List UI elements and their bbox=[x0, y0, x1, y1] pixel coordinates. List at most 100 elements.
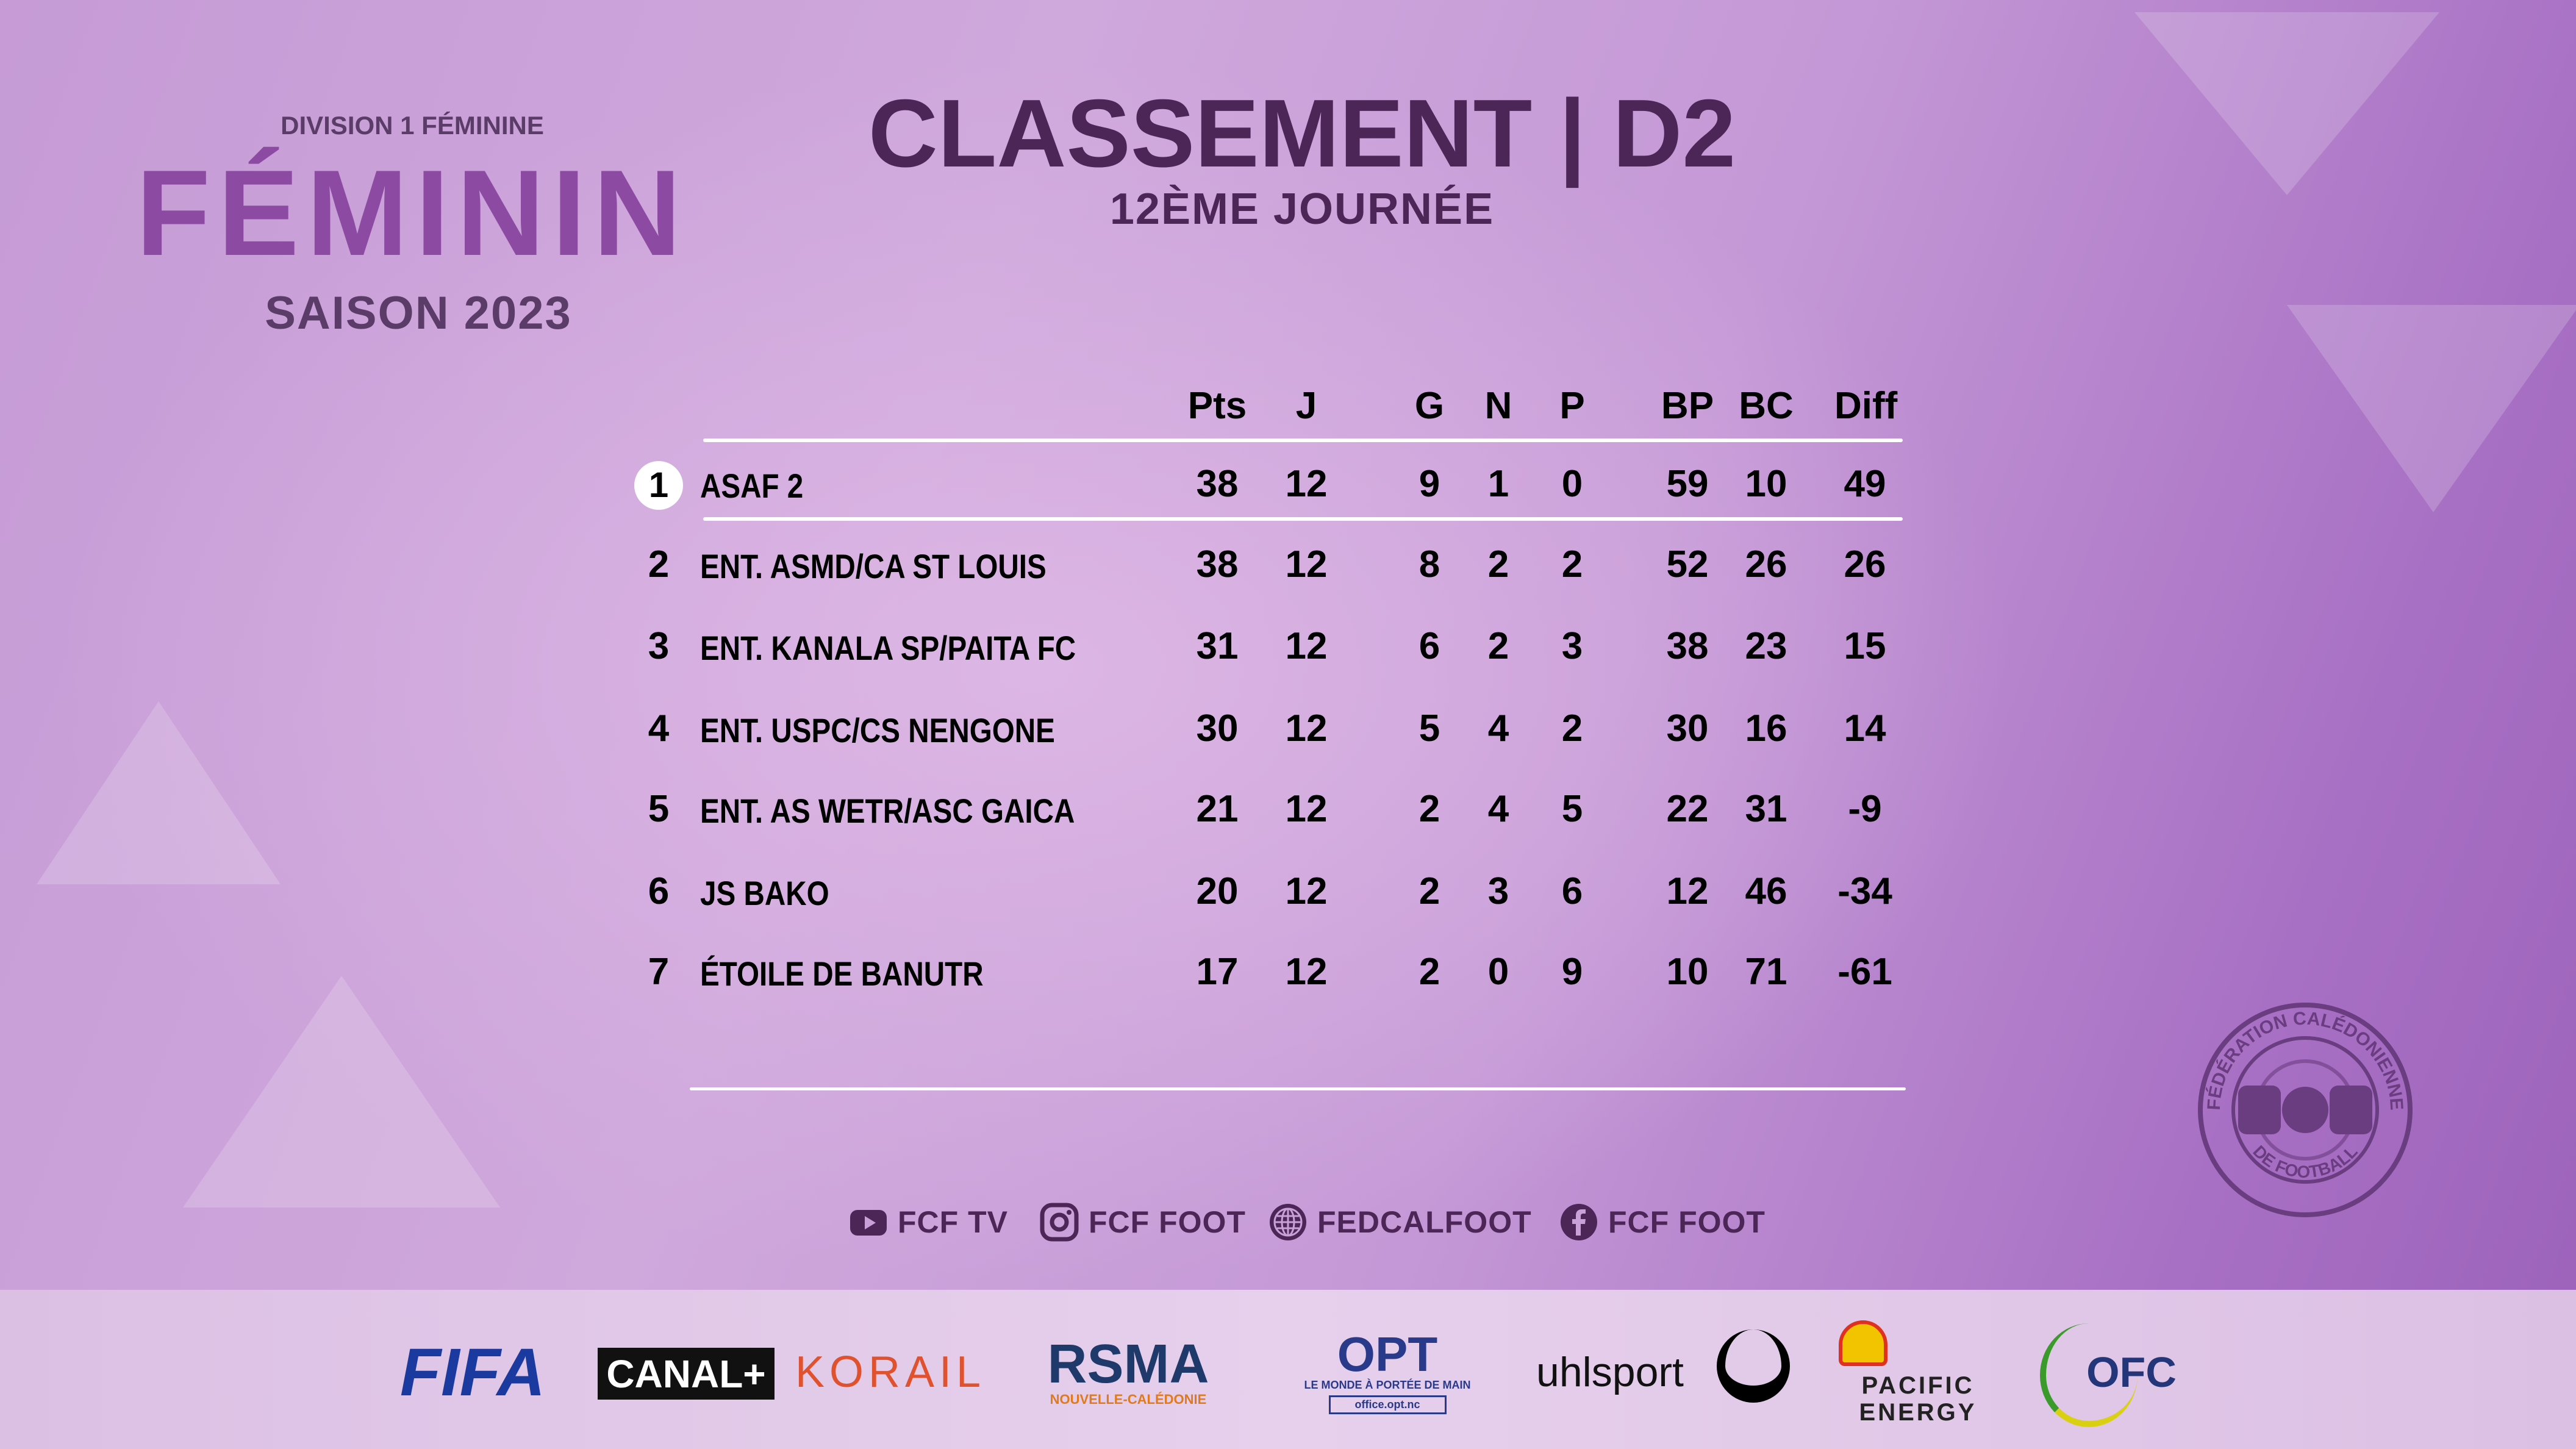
cell-bp: 38 bbox=[1666, 625, 1709, 667]
cell-bp: 10 bbox=[1666, 951, 1709, 993]
cell-n: 4 bbox=[1487, 788, 1509, 830]
cell-g: 5 bbox=[1419, 707, 1440, 750]
rank-number: 4 bbox=[648, 707, 670, 750]
team-name: ENT. ASMD/CA ST LOUIS bbox=[700, 547, 1046, 585]
social-label: FCF FOOT bbox=[1089, 1205, 1246, 1239]
cell-pts: 38 bbox=[1196, 543, 1239, 585]
sponsor-canalplus: CANAL+ bbox=[598, 1348, 775, 1400]
globe-icon bbox=[1270, 1204, 1306, 1240]
column-header-pts: Pts bbox=[1187, 385, 1247, 427]
column-header-g: G bbox=[1414, 385, 1445, 427]
svg-text:DE FOOTBALL: DE FOOTBALL bbox=[2249, 1142, 2361, 1181]
cell-p: 6 bbox=[1561, 870, 1583, 912]
social-website[interactable]: FEDCALFOOT bbox=[1268, 1203, 1532, 1242]
category-title: FÉMININ bbox=[135, 145, 689, 281]
rank-number: 6 bbox=[648, 870, 670, 912]
sponsor-pacific-energy: PACIFIC ENERGY bbox=[1859, 1372, 1977, 1426]
cell-bc: 46 bbox=[1745, 870, 1787, 912]
cell-g: 2 bbox=[1419, 788, 1440, 830]
team-name: ASAF 2 bbox=[700, 467, 804, 505]
rank-number: 5 bbox=[648, 788, 670, 830]
youtube-icon bbox=[850, 1210, 887, 1236]
cell-pts: 20 bbox=[1196, 870, 1239, 912]
table-bottom-divider bbox=[690, 1087, 1906, 1090]
cell-g: 6 bbox=[1419, 625, 1440, 667]
cell-p: 5 bbox=[1561, 788, 1583, 830]
cell-j: 12 bbox=[1285, 707, 1328, 750]
social-label: FCF TV bbox=[898, 1205, 1008, 1239]
row-divider bbox=[703, 517, 1903, 521]
column-header-p: P bbox=[1559, 385, 1585, 427]
uhlsport-logo-icon bbox=[1717, 1329, 1790, 1403]
division-label: DIVISION 1 FÉMININE bbox=[281, 111, 544, 140]
cell-j: 12 bbox=[1285, 951, 1328, 993]
cell-bc: 10 bbox=[1745, 463, 1787, 505]
team-name: ENT. USPC/CS NENGONE bbox=[700, 711, 1055, 750]
cell-p: 2 bbox=[1561, 543, 1583, 585]
cell-j: 12 bbox=[1285, 543, 1328, 585]
rank-number: 1 bbox=[634, 461, 683, 510]
cell-bp: 52 bbox=[1666, 543, 1709, 585]
matchday-label: 12ÈME JOURNÉE bbox=[1109, 185, 1495, 234]
sponsor-rsma-name: RSMA bbox=[1047, 1334, 1209, 1395]
cell-bp: 22 bbox=[1666, 788, 1709, 830]
cell-diff: 26 bbox=[1844, 543, 1886, 585]
cell-g: 9 bbox=[1419, 463, 1440, 505]
cell-n: 0 bbox=[1487, 951, 1509, 993]
cell-pts: 38 bbox=[1196, 463, 1239, 505]
team-name: ENT. AS WETR/ASC GAICA bbox=[700, 792, 1075, 830]
cell-pts: 30 bbox=[1196, 707, 1239, 750]
cell-j: 12 bbox=[1285, 463, 1328, 505]
cell-j: 12 bbox=[1285, 625, 1328, 667]
decor-triangle bbox=[2134, 12, 2439, 195]
social-instagram[interactable]: FCF FOOT bbox=[1040, 1203, 1246, 1242]
cell-n: 2 bbox=[1487, 625, 1509, 667]
cell-bp: 30 bbox=[1666, 707, 1709, 750]
social-youtube[interactable]: FCF TV bbox=[849, 1203, 1008, 1242]
header-divider bbox=[703, 438, 1903, 442]
sponsor-ofc: OFC bbox=[2086, 1348, 2177, 1396]
social-label: FCF FOOT bbox=[1608, 1205, 1766, 1239]
sponsor-rsma-sub: NOUVELLE-CALÉDONIE bbox=[1050, 1392, 1207, 1407]
cell-pts: 31 bbox=[1196, 625, 1239, 667]
sponsor-opt: OPT LE MONDE À PORTÉE DE MAIN office.opt… bbox=[1293, 1317, 1482, 1427]
sponsor-korail: KORAIL bbox=[795, 1348, 986, 1397]
cell-diff: 15 bbox=[1844, 625, 1886, 667]
cell-bc: 26 bbox=[1745, 543, 1787, 585]
sponsor-opt-name: OPT bbox=[1337, 1327, 1438, 1381]
cell-bc: 31 bbox=[1745, 788, 1787, 830]
social-facebook[interactable]: FCF FOOT bbox=[1559, 1203, 1766, 1242]
team-name: ÉTOILE DE BANUTR bbox=[700, 954, 984, 993]
rank-number: 7 bbox=[648, 951, 670, 993]
cell-pts: 17 bbox=[1196, 951, 1239, 993]
cell-diff: -61 bbox=[1837, 951, 1892, 993]
cell-diff: 14 bbox=[1844, 707, 1886, 750]
team-name: JS BAKO bbox=[700, 874, 829, 912]
shell-logo-icon bbox=[1839, 1320, 1887, 1366]
cell-n: 2 bbox=[1487, 543, 1509, 585]
cell-bp: 12 bbox=[1666, 870, 1709, 912]
cell-bc: 16 bbox=[1745, 707, 1787, 750]
cell-j: 12 bbox=[1285, 788, 1328, 830]
cell-bc: 71 bbox=[1745, 951, 1787, 993]
sponsor-fifa: FIFA bbox=[399, 1334, 546, 1410]
column-header-n: N bbox=[1484, 385, 1512, 427]
cell-p: 2 bbox=[1561, 707, 1583, 750]
cell-p: 0 bbox=[1561, 463, 1583, 505]
cell-j: 12 bbox=[1285, 870, 1328, 912]
decor-triangle bbox=[37, 701, 281, 884]
cell-bp: 59 bbox=[1666, 463, 1709, 505]
cell-bc: 23 bbox=[1745, 625, 1787, 667]
cell-g: 8 bbox=[1419, 543, 1440, 585]
cell-n: 3 bbox=[1487, 870, 1509, 912]
cell-g: 2 bbox=[1419, 870, 1440, 912]
sponsor-uhlsport: uhlsport bbox=[1536, 1349, 1684, 1395]
cell-n: 1 bbox=[1487, 463, 1509, 505]
team-name: ENT. KANALA SP/PAITA FC bbox=[700, 629, 1076, 667]
page-title: CLASSEMENT | D2 bbox=[868, 80, 1736, 187]
sponsor-band bbox=[0, 1290, 2576, 1449]
social-label: FEDCALFOOT bbox=[1317, 1205, 1532, 1239]
cell-diff: -9 bbox=[1848, 788, 1882, 830]
column-header-bp: BP bbox=[1661, 385, 1714, 427]
